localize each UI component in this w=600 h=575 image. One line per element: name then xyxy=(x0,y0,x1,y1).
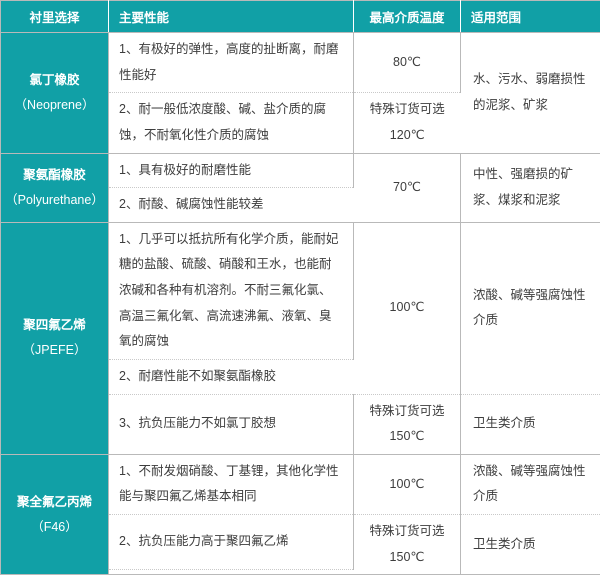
scope-text: 卫生类介质 xyxy=(473,411,588,437)
temperature-line: 80℃ xyxy=(358,50,456,76)
scope-text: 中性、强磨损的矿浆、煤浆和泥浆 xyxy=(473,162,588,213)
lining-name-zh: 聚四氟乙烯 xyxy=(3,313,106,338)
performance-item: 3、抗负压能力不如氯丁胶想 xyxy=(109,394,354,454)
scope-value: 浓酸、碱等强腐蚀性介质 xyxy=(461,454,600,514)
lining-name-en: （F46） xyxy=(3,515,106,540)
column-header-max-temperature: 最高介质温度 xyxy=(354,1,461,33)
temperature-value: 80℃ xyxy=(354,33,461,93)
empty-cell xyxy=(109,570,354,575)
performance-item: 2、耐酸、碱腐蚀性能较差 xyxy=(109,188,354,223)
temperature-value: 100℃ xyxy=(354,454,461,514)
lining-name-zh: 聚全氟乙丙烯 xyxy=(3,490,106,515)
performance-item: 2、抗负压能力高于聚四氟乙烯 xyxy=(109,515,354,570)
scope-text: 水、污水、弱磨损性的泥浆、矿浆 xyxy=(473,67,588,118)
column-header-lining: 衬里选择 xyxy=(1,1,109,33)
scope-value: 卫生类介质 xyxy=(461,515,600,575)
column-header-scope: 适用范围 xyxy=(461,1,600,33)
temperature-value: 特殊订货可选 120℃ xyxy=(354,93,461,153)
temperature-value: 70℃ xyxy=(354,153,461,222)
temperature-value: 100℃ xyxy=(354,222,461,394)
lining-name-en: （JPEFE） xyxy=(3,338,106,363)
scope-value: 卫生类介质 xyxy=(461,394,600,454)
table-row: 聚全氟乙丙烯 （F46） 1、不耐发烟硝酸、丁基锂，其他化学性能与聚四氟乙烯基本… xyxy=(1,454,600,514)
lining-name-polyurethane: 聚氨酯橡胶 （Polyurethane） xyxy=(1,153,109,222)
performance-item: 1、有极好的弹性，高度的扯断离，耐磨性能好 xyxy=(109,33,354,93)
performance-item: 1、不耐发烟硝酸、丁基锂，其他化学性能与聚四氟乙烯基本相同 xyxy=(109,454,354,514)
temperature-line: 特殊订货可选 xyxy=(358,519,456,545)
table-header: 衬里选择 主要性能 最高介质温度 适用范围 xyxy=(1,1,600,33)
temperature-value: 特殊订货可选 150℃ xyxy=(354,394,461,454)
table-body: 氯丁橡胶 （Neoprene） 1、有极好的弹性，高度的扯断离，耐磨性能好 80… xyxy=(1,33,600,575)
lining-name-zh: 聚氨酯橡胶 xyxy=(3,163,106,188)
temperature-line: 100℃ xyxy=(358,472,456,498)
header-row: 衬里选择 主要性能 最高介质温度 适用范围 xyxy=(1,1,600,33)
performance-item: 2、耐一般低浓度酸、碱、盐介质的腐蚀，不耐氧化性介质的腐蚀 xyxy=(109,93,354,153)
table-row: 氯丁橡胶 （Neoprene） 1、有极好的弹性，高度的扯断离，耐磨性能好 80… xyxy=(1,33,600,93)
temperature-line: 150℃ xyxy=(358,424,456,450)
scope-value: 中性、强磨损的矿浆、煤浆和泥浆 xyxy=(461,153,600,222)
temperature-line: 特殊订货可选 xyxy=(358,97,457,123)
performance-item: 2、耐磨性能不如聚氨酯橡胶 xyxy=(109,359,354,394)
scope-value: 水、污水、弱磨损性的泥浆、矿浆 xyxy=(461,33,600,154)
scope-text: 浓酸、碱等强腐蚀性介质 xyxy=(473,283,588,334)
lining-name-f46: 聚全氟乙丙烯 （F46） xyxy=(1,454,109,575)
lining-name-jpefe: 聚四氟乙烯 （JPEFE） xyxy=(1,222,109,454)
scope-text: 卫生类介质 xyxy=(473,532,588,558)
table-row: 聚四氟乙烯 （JPEFE） 1、几乎可以抵抗所有化学介质，能耐妃糖的盐酸、硫酸、… xyxy=(1,222,600,359)
performance-item: 1、具有极好的耐磨性能 xyxy=(109,153,354,188)
column-header-performance: 主要性能 xyxy=(109,1,354,33)
performance-item: 1、几乎可以抵抗所有化学介质，能耐妃糖的盐酸、硫酸、硝酸和王水，也能耐浓碱和各种… xyxy=(109,222,354,359)
lining-name-neoprene: 氯丁橡胶 （Neoprene） xyxy=(1,33,109,154)
temperature-line: 特殊订货可选 xyxy=(358,399,456,425)
temperature-line: 150℃ xyxy=(358,545,456,571)
table-row: 聚氨酯橡胶 （Polyurethane） 1、具有极好的耐磨性能 70℃ 中性、… xyxy=(1,153,600,188)
temperature-line: 120℃ xyxy=(358,123,457,149)
lining-name-en: （Neoprene） xyxy=(3,93,106,118)
lining-name-zh: 氯丁橡胶 xyxy=(3,68,106,93)
scope-text: 浓酸、碱等强腐蚀性介质 xyxy=(473,459,588,510)
lining-name-en: （Polyurethane） xyxy=(3,188,106,213)
temperature-line: 70℃ xyxy=(358,175,456,201)
temperature-value: 特殊订货可选 150℃ xyxy=(354,515,461,575)
temperature-line: 100℃ xyxy=(358,295,456,321)
scope-value: 浓酸、碱等强腐蚀性介质 xyxy=(461,222,600,394)
